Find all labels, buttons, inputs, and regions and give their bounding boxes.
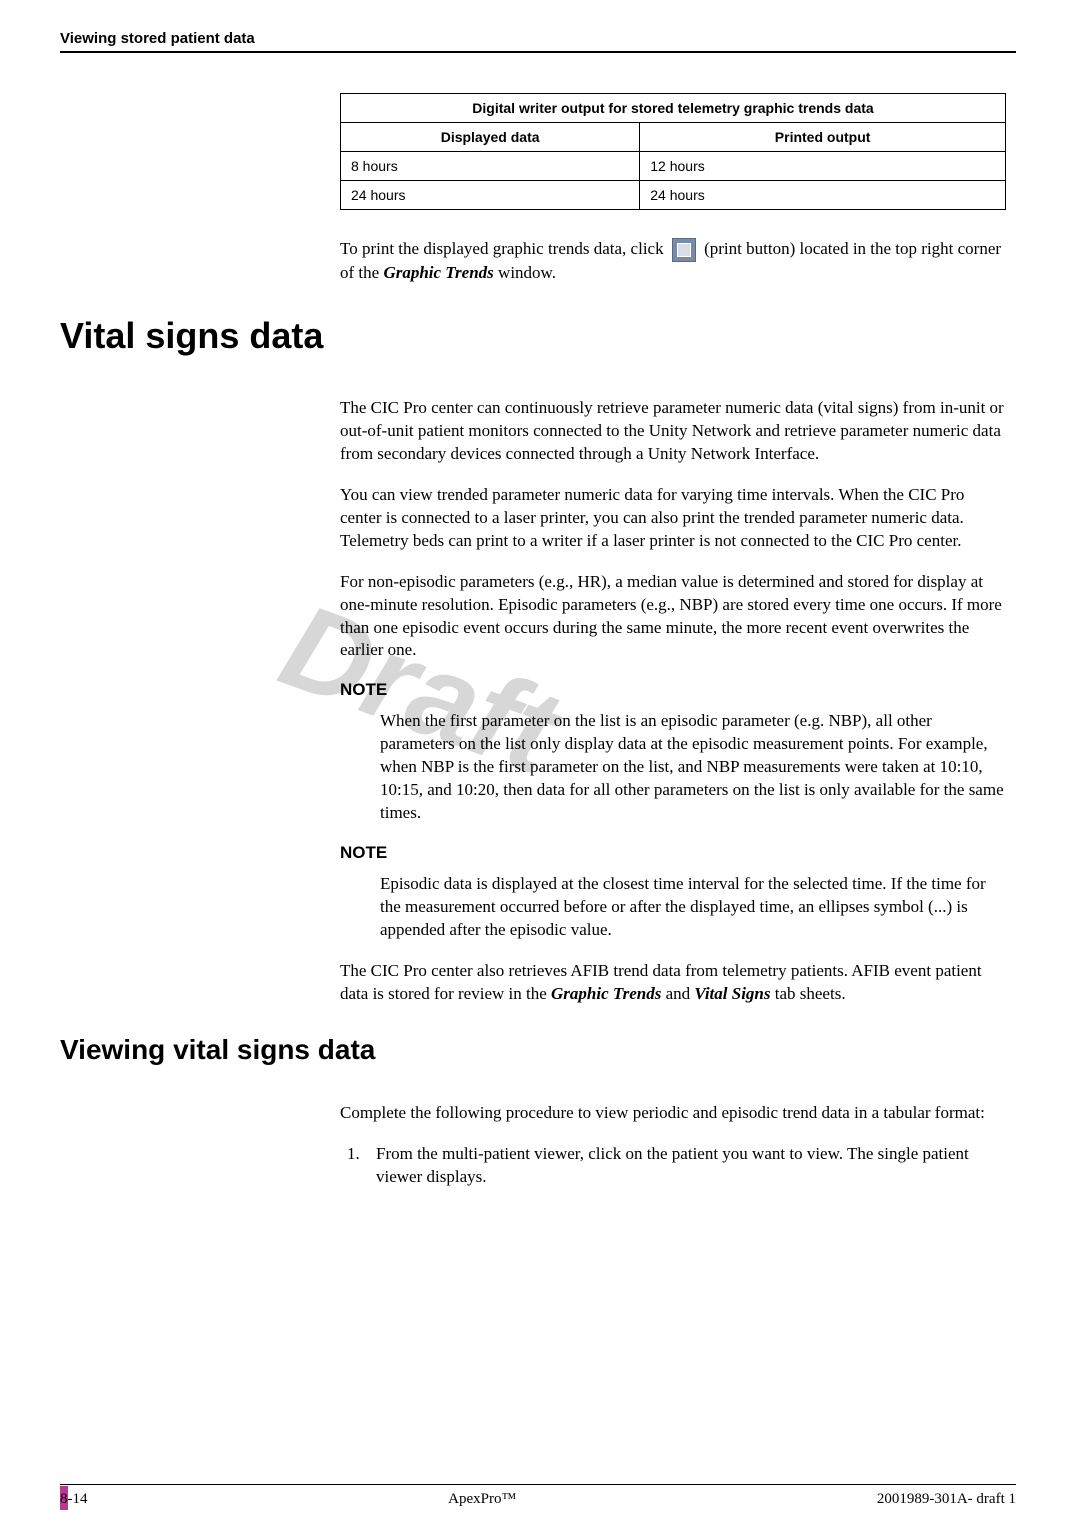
print-instruction: To print the displayed graphic trends da… xyxy=(340,238,1006,285)
paragraph: The CIC Pro center also retrieves AFIB t… xyxy=(340,960,1006,1006)
page-footer: 8-14 ApexPro™ 2001989-301A- draft 1 xyxy=(60,1484,1016,1508)
footer-page-number: 8-14 xyxy=(60,1491,88,1508)
table-cell: 24 hours xyxy=(640,181,1006,210)
note-label: NOTE xyxy=(340,843,1006,863)
text-fragment: The CIC Pro center also retrieves AFIB t… xyxy=(340,961,982,1003)
paragraph: The CIC Pro center can continuously retr… xyxy=(340,397,1006,466)
text-em: Vital Signs xyxy=(694,984,770,1003)
note-body: When the first parameter on the list is … xyxy=(380,710,1006,825)
table-cell: 8 hours xyxy=(341,152,640,181)
table-col-printed: Printed output xyxy=(640,123,1006,152)
running-header: Viewing stored patient data xyxy=(60,30,255,47)
table-title: Digital writer output for stored telemet… xyxy=(341,94,1006,123)
text-fragment: and xyxy=(666,984,695,1003)
note-label: NOTE xyxy=(340,680,1006,700)
paragraph: Complete the following procedure to view… xyxy=(340,1102,1006,1125)
procedure-list: From the multi-patient viewer, click on … xyxy=(340,1143,1006,1189)
text-fragment: tab sheets. xyxy=(775,984,846,1003)
procedure-step: From the multi-patient viewer, click on … xyxy=(364,1143,1006,1189)
text-em: Graphic Trends xyxy=(551,984,661,1003)
text-fragment: window. xyxy=(498,263,556,282)
header-rule xyxy=(60,51,1016,53)
table-cell: 12 hours xyxy=(640,152,1006,181)
section-heading-vital-signs: Vital signs data xyxy=(60,315,1006,357)
footer-doc-id: 2001989-301A- draft 1 xyxy=(877,1491,1016,1508)
table-cell: 24 hours xyxy=(341,181,640,210)
table-row: 24 hours 24 hours xyxy=(341,181,1006,210)
output-table: Digital writer output for stored telemet… xyxy=(340,93,1006,210)
text-fragment: To print the displayed graphic trends da… xyxy=(340,239,668,258)
table-row: 8 hours 12 hours xyxy=(341,152,1006,181)
subsection-heading-viewing: Viewing vital signs data xyxy=(60,1034,1006,1066)
note-body: Episodic data is displayed at the closes… xyxy=(380,873,1006,942)
footer-product: ApexPro™ xyxy=(448,1491,516,1508)
table-col-displayed: Displayed data xyxy=(341,123,640,152)
paragraph: You can view trended parameter numeric d… xyxy=(340,484,1006,553)
text-em: Graphic Trends xyxy=(383,263,493,282)
paragraph: For non-episodic parameters (e.g., HR), … xyxy=(340,571,1006,663)
print-icon xyxy=(672,238,696,262)
